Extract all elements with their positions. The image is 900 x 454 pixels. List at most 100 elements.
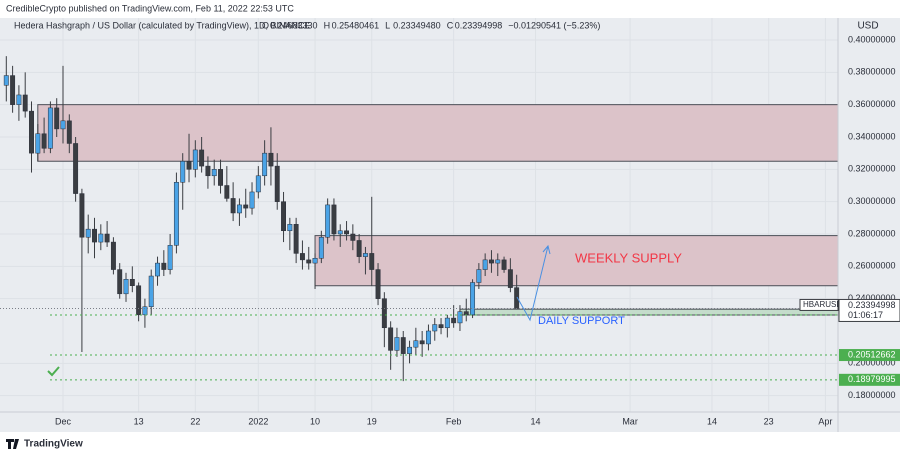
candle-body [35, 133, 41, 154]
candle-body [47, 107, 53, 149]
candle-body [356, 240, 362, 257]
zone [314, 235, 839, 287]
candle-body [173, 182, 179, 246]
candle-body [54, 107, 60, 130]
legend-key: O [262, 20, 269, 30]
countdown: 01:06:17 [848, 310, 883, 320]
logo [6, 439, 19, 449]
candle-body [129, 279, 135, 286]
candle-body [262, 152, 268, 177]
candle-body [155, 262, 160, 277]
legend-value: 0.24683330 [270, 20, 318, 30]
candle-body [337, 230, 343, 235]
candle-body [211, 169, 217, 177]
candle-body [249, 191, 255, 209]
candle-body [255, 175, 261, 193]
x-tick-label: 10 [310, 416, 320, 426]
x-tick-label: 13 [134, 416, 144, 426]
candle-body [22, 94, 28, 112]
level-tag-label: 0.20512662 [848, 349, 896, 359]
candle-body [142, 306, 148, 316]
projection-arrow [516, 245, 549, 322]
candle-body [123, 279, 129, 295]
candle-body [331, 204, 337, 235]
candle-body [180, 160, 186, 183]
y-tick-label: 0.32000000 [848, 164, 896, 174]
candle-body [205, 165, 211, 177]
y-tick-label: 0.36000000 [848, 99, 896, 109]
symbol-tag-label: HBARUSD [803, 300, 842, 309]
candle-body [312, 257, 318, 264]
candle-body [438, 324, 444, 329]
candle-body [192, 149, 198, 170]
candle-body [425, 330, 431, 345]
level-tag [839, 349, 900, 362]
candle-body [79, 193, 85, 238]
candle-body [444, 317, 450, 329]
candle-body [29, 110, 34, 154]
candle-body [98, 233, 104, 243]
candle-body [388, 327, 394, 351]
footer-brand: TradingView [24, 439, 83, 450]
candle-body [394, 337, 400, 351]
candle-body [432, 324, 438, 332]
candle-body [161, 262, 167, 270]
candle-body [407, 346, 413, 354]
candle-body [236, 204, 242, 214]
legend-value: 0.25480461 [332, 20, 380, 30]
candle-body [507, 269, 513, 288]
y-tick-label: 0.24000000 [848, 293, 896, 303]
candle-body [325, 204, 331, 238]
legend-change: −0.01290541 (−5.23%) [508, 20, 600, 30]
level-tag [839, 373, 900, 386]
legend-value: 0.23394998 [455, 20, 503, 30]
y-tick-label: 0.28000000 [848, 228, 896, 238]
y-tick-label: 0.26000000 [848, 261, 896, 271]
candle-body [457, 311, 463, 324]
candle-body [299, 253, 305, 261]
candle-body [73, 143, 79, 194]
x-tick-label: Dec [55, 416, 72, 426]
candle-body [470, 282, 476, 316]
y-tick-label: 0.18000000 [848, 390, 896, 400]
check-mark [47, 366, 60, 377]
y-tick-label: 0.20000000 [848, 358, 896, 368]
x-tick-label: 19 [367, 416, 377, 426]
y-tick-label: 0.34000000 [848, 131, 896, 141]
candle-body [514, 287, 520, 309]
publisher: CredibleCrypto published on TradingView.… [6, 3, 294, 13]
legend-key: L [385, 20, 390, 30]
candle-body [85, 228, 91, 238]
candle-body [167, 245, 173, 270]
x-tick-label: Mar [622, 416, 638, 426]
x-tick-label: 14 [531, 416, 541, 426]
symbol-tag [799, 298, 839, 311]
candle-body [413, 340, 419, 348]
candle-body [218, 169, 223, 186]
y-tick-label: 0.30000000 [848, 196, 896, 206]
level-tag-label: 0.18979995 [848, 374, 896, 384]
x-tick-label: 23 [764, 416, 774, 426]
arrow-head [542, 244, 551, 255]
x-tick-label: 14 [707, 416, 717, 426]
candle-body [476, 269, 482, 283]
x-tick-label: Feb [446, 416, 462, 426]
candle-body [110, 241, 116, 270]
chart-title: Hedera Hashgraph / US Dollar (calculated… [14, 20, 310, 30]
candle-body [117, 269, 123, 295]
candle-body [243, 204, 249, 209]
candle-body [344, 230, 349, 235]
support-label: DAILY SUPPORT [538, 315, 625, 327]
candle-body [148, 275, 154, 308]
legend-key: H [324, 20, 331, 30]
candle-body [482, 259, 488, 270]
candle-body [501, 259, 507, 270]
zone [459, 308, 839, 316]
x-tick-label: 2022 [248, 416, 268, 426]
y-tick-label: 0.40000000 [848, 34, 896, 44]
legend-value: 0.23349480 [393, 20, 441, 30]
x-tick-label: Apr [818, 416, 832, 426]
footer-bar [0, 432, 900, 454]
y-tick-label: 0.38000000 [848, 67, 896, 77]
